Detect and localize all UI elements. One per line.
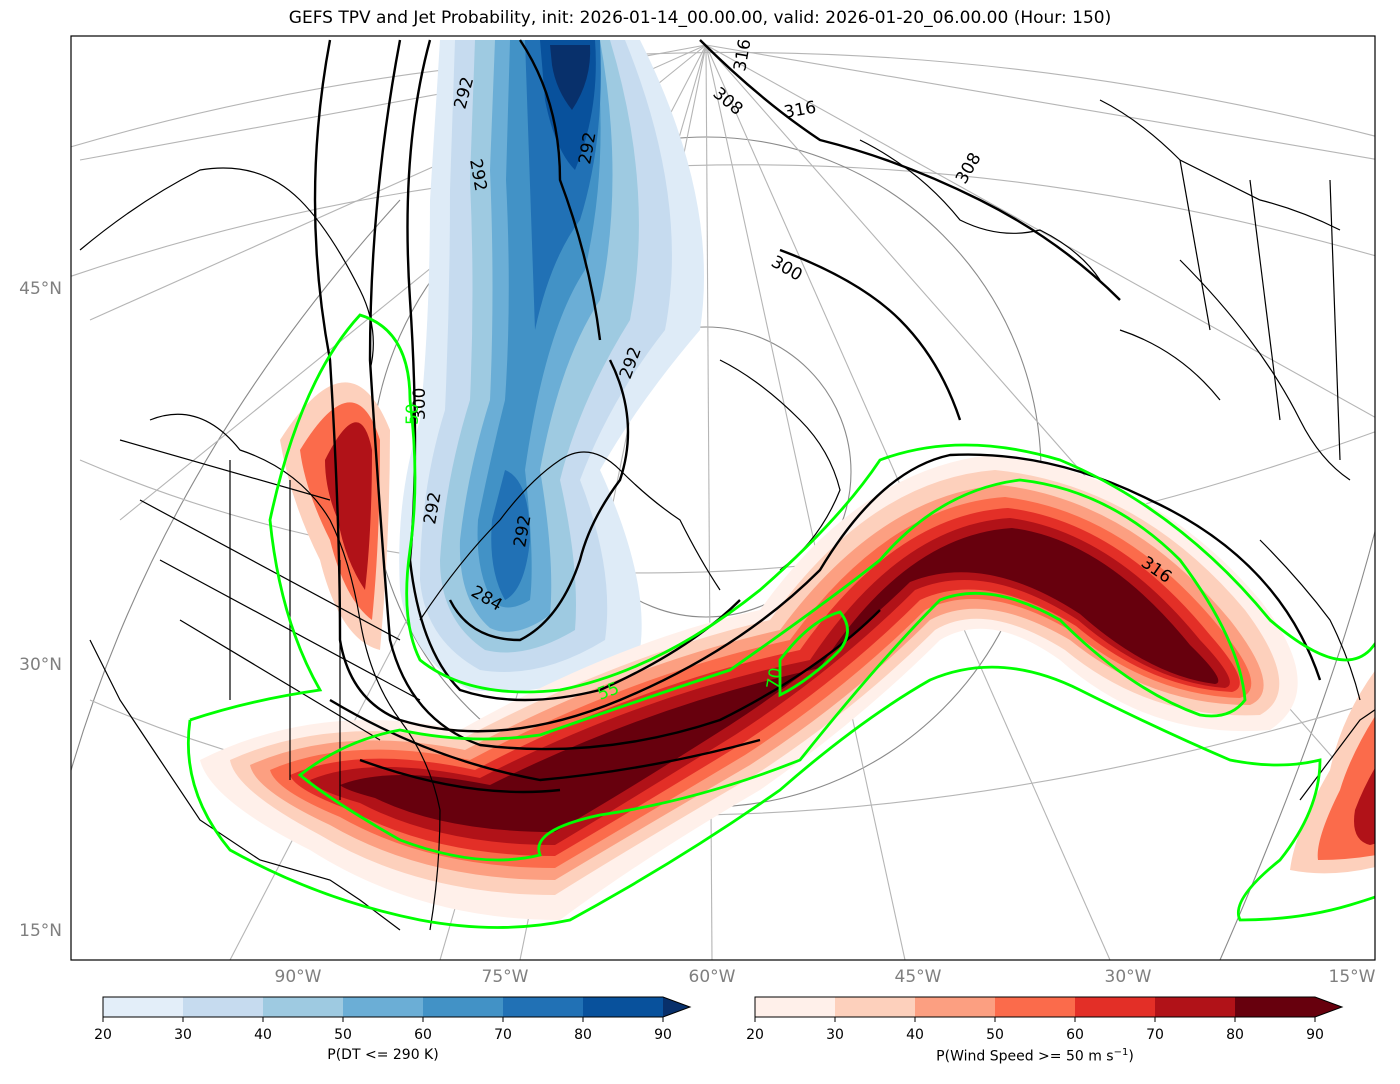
jet-label: 50 [403, 403, 423, 425]
colorbar-tick-label: 60 [1066, 1027, 1084, 1043]
tpv-colorbar-label: P(DT <= 290 K) [327, 1047, 439, 1063]
jet-label: 70 [763, 666, 786, 691]
colorbar-tick-label: 30 [826, 1027, 844, 1043]
colorbar-segment [103, 997, 184, 1017]
colorbar-segment [835, 997, 916, 1017]
colorbar-segment [995, 997, 1076, 1017]
jet-colorbar-label-sup: −1 [1113, 1047, 1129, 1058]
jet-colorbar: 20 30 40 50 60 70 80 90 [746, 996, 1344, 1043]
tpv-probability-field [399, 40, 704, 692]
colorbar-segment [423, 997, 504, 1017]
colorbar-tick-label: 30 [174, 1027, 192, 1043]
coastlines [79, 99, 1375, 931]
colorbar-segment [755, 997, 836, 1017]
colorbar-tick-label: 70 [494, 1027, 512, 1043]
colorbar-extend-arrow [1315, 997, 1342, 1017]
colorbar-tick-label: 60 [414, 1027, 432, 1043]
colorbar-tick-label: 50 [334, 1027, 352, 1043]
colorbar-segment [263, 997, 344, 1017]
colorbar-segment [1075, 997, 1156, 1017]
theta-label: 300 [410, 388, 430, 420]
jet-colorbar-label-end: ) [1128, 1048, 1134, 1065]
colorbar-extend-arrow [663, 997, 690, 1017]
colorbar-segment [343, 997, 424, 1017]
axis-labels: 45°N 30°N 15°N 90°W 75°W 60°W 45°W 30°W … [19, 279, 1376, 987]
lon-label: 30°W [1105, 967, 1152, 987]
map-frame [70, 35, 1376, 961]
colorbar-tick-label: 20 [94, 1027, 112, 1043]
lat-label: 15°N [19, 921, 62, 941]
colorbar-tick-label: 40 [254, 1027, 272, 1043]
lat-label: 30°N [19, 655, 62, 675]
colorbar-segment [183, 997, 264, 1017]
colorbar-tick-label: 70 [1146, 1027, 1164, 1043]
colorbar-segment [915, 997, 996, 1017]
jet-green-contours [186, 313, 1375, 929]
lon-label: 45°W [895, 967, 942, 987]
map-title: GEFS TPV and Jet Probability, init: 2026… [288, 8, 1112, 28]
colorbar-segment [503, 997, 584, 1017]
colorbar-segment [583, 997, 664, 1017]
colorbar-tick-label: 90 [654, 1027, 672, 1043]
colorbar-segment [1235, 997, 1316, 1017]
colorbar-tick-label: 80 [574, 1027, 592, 1043]
lat-label: 45°N [19, 279, 62, 299]
colorbar-tick-label: 50 [986, 1027, 1004, 1043]
colorbar-tick-label: 40 [906, 1027, 924, 1043]
lon-label: 75°W [482, 967, 529, 987]
colorbar-segment [1155, 997, 1236, 1017]
colorbar-tick-label: 20 [746, 1027, 764, 1043]
colorbar-tick-label: 90 [1306, 1027, 1324, 1043]
lon-label: 15°W [1329, 967, 1376, 987]
colorbar-tick-label: 80 [1226, 1027, 1244, 1043]
jet-colorbar-label-main: P(Wind Speed >= 50 m s [936, 1048, 1114, 1065]
tpv-colorbar: 20 30 40 50 60 70 80 90 [94, 996, 692, 1043]
jet-colorbar-label: P(Wind Speed >= 50 m s−1) [755, 1047, 1315, 1065]
lon-label: 90°W [275, 967, 322, 987]
lon-label: 60°W [689, 967, 736, 987]
